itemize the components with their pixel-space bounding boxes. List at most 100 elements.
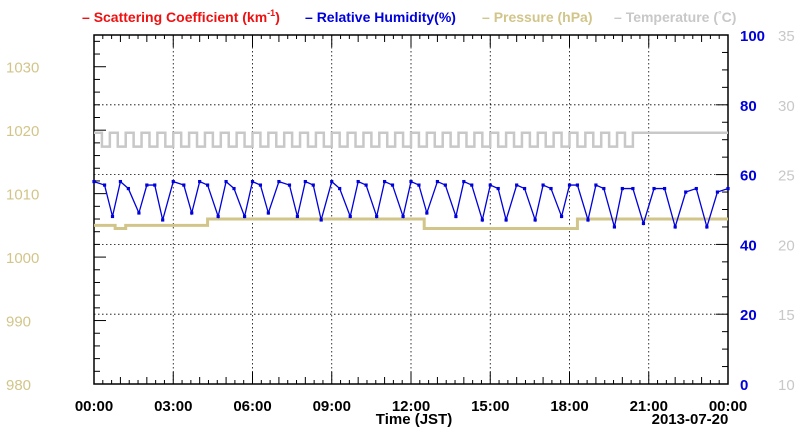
- legend-scattering: – Scattering Coefficient (km-1): [82, 8, 280, 25]
- temperature-tick-label: 30: [778, 98, 795, 115]
- humidity-point: [110, 214, 115, 219]
- humidity-point: [171, 179, 175, 184]
- x-axis-title: Time (JST): [376, 411, 452, 428]
- humidity-point: [567, 183, 572, 187]
- humidity-point: [575, 183, 580, 187]
- humidity-point: [435, 179, 440, 184]
- humidity-point: [295, 214, 300, 219]
- x-tick-label: 18:00: [550, 398, 588, 415]
- rh-tick-label: 40: [740, 237, 757, 254]
- humidity-point: [137, 211, 141, 215]
- humidity-point: [425, 211, 429, 215]
- rh-tick-label: 20: [740, 307, 757, 324]
- humidity-point: [356, 179, 360, 184]
- humidity-point: [549, 186, 553, 191]
- humidity-point: [161, 218, 165, 222]
- humidity-point: [673, 225, 677, 229]
- legend-pressure: – Pressure (hPa): [482, 9, 593, 25]
- humidity-point: [480, 218, 484, 222]
- pressure-tick-label: 1000: [6, 250, 39, 267]
- humidity-point: [303, 179, 307, 184]
- humidity-point: [641, 221, 646, 226]
- x-tick-label: 09:00: [313, 398, 351, 415]
- temperature-tick-label: 20: [778, 237, 795, 254]
- humidity-point: [541, 183, 545, 187]
- humidity-point: [684, 190, 688, 194]
- pressure-tick-label: 1030: [6, 60, 39, 77]
- x-tick-label: 00:00: [75, 398, 113, 415]
- humidity-point: [311, 183, 315, 187]
- humidity-point: [496, 186, 500, 191]
- humidity-point: [258, 183, 263, 187]
- legend-temperature: – Temperature (°C): [614, 9, 736, 25]
- temperature-tick-label: 25: [778, 168, 795, 185]
- humidity-point: [266, 211, 270, 215]
- rh-tick-label: 80: [740, 98, 757, 115]
- humidity-point: [145, 183, 149, 187]
- humidity-point: [602, 186, 606, 191]
- humidity-point: [401, 214, 405, 219]
- humidity-point: [118, 179, 123, 184]
- humidity-point: [409, 179, 413, 184]
- legend: – Scattering Coefficient (km-1) – Relati…: [82, 8, 736, 25]
- humidity-point: [470, 183, 474, 187]
- humidity-point: [232, 186, 236, 191]
- x-tick-label: 12:00: [392, 398, 430, 415]
- axis-labels: 00:00 03:00 06:00 09:00 12:00 15:00 18:00 21:00…: [6, 28, 795, 415]
- rh-tick-label: 0: [740, 377, 748, 394]
- humidity-point: [715, 190, 720, 194]
- humidity-point: [102, 183, 107, 187]
- rh-tick-label: 60: [740, 168, 757, 185]
- humidity-point: [382, 179, 387, 184]
- x-tick-label: 21:00: [630, 398, 668, 415]
- humidity-point: [224, 179, 228, 184]
- humidity-point: [559, 214, 564, 219]
- legend-humidity: – Relative Humidity(%): [305, 9, 456, 25]
- humidity-point: [390, 183, 395, 187]
- pressure-tick-label: 1010: [6, 187, 39, 204]
- x-tick-label: 06:00: [233, 398, 271, 415]
- date-label: 2013-07-20: [652, 411, 729, 428]
- humidity-point: [652, 186, 656, 191]
- humidity-point: [375, 214, 379, 219]
- x-tick-label: 03:00: [154, 398, 192, 415]
- humidity-point: [216, 214, 220, 219]
- humidity-point: [338, 186, 342, 191]
- humidity-point: [533, 218, 537, 222]
- humidity-point: [594, 183, 598, 187]
- pressure-tick-label: 980: [6, 377, 31, 394]
- humidity-point: [620, 186, 624, 191]
- humidity-point: [277, 179, 281, 184]
- humidity-point: [205, 183, 210, 187]
- humidity-point: [319, 218, 323, 222]
- humidity-point: [663, 186, 667, 191]
- humidity-point: [92, 179, 96, 184]
- humidity-point: [348, 214, 352, 219]
- humidity-point: [443, 183, 447, 187]
- x-tick-label: 00:00: [709, 398, 747, 415]
- humidity-point: [417, 183, 421, 187]
- humidity-point: [364, 183, 368, 187]
- humidity-point: [330, 179, 334, 184]
- humidity-point: [694, 186, 698, 191]
- humidity-point: [705, 225, 709, 229]
- humidity-point: [454, 214, 458, 219]
- pressure-line: [94, 217, 728, 231]
- temperature-tick-label: 35: [778, 28, 795, 45]
- pressure-tick-label: 1020: [6, 123, 39, 140]
- humidity-point: [153, 183, 157, 187]
- humidity-point: [515, 183, 519, 187]
- humidity-point: [182, 183, 186, 187]
- humidity-point: [726, 186, 730, 191]
- humidity-point: [242, 214, 247, 219]
- humidity-point: [126, 186, 130, 191]
- humidity-point: [522, 186, 527, 191]
- pressure-tick-label: 990: [6, 314, 31, 331]
- humidity-point: [462, 179, 466, 184]
- x-tick-label: 15:00: [471, 398, 509, 415]
- series-layer: [92, 131, 730, 231]
- humidity-point: [287, 183, 292, 187]
- humidity-point: [504, 218, 508, 222]
- humidity-point: [250, 179, 255, 184]
